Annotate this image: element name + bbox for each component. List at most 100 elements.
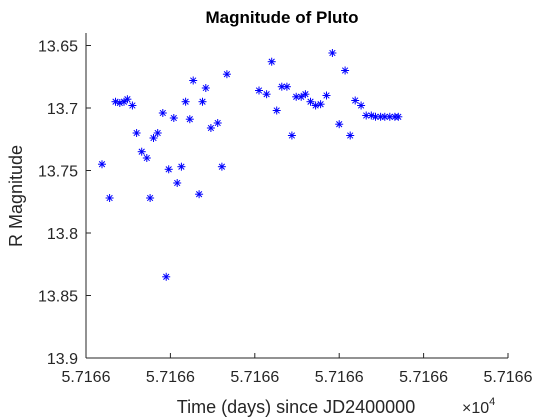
- data-point-stroke: [363, 112, 370, 119]
- data-point: [346, 131, 355, 140]
- data-point-stroke: [263, 91, 270, 98]
- data-point-stroke: [341, 67, 349, 74]
- data-point: [351, 96, 360, 105]
- data-point: [222, 70, 231, 79]
- data-point-stroke: [98, 161, 106, 168]
- data-point-stroke: [298, 93, 305, 100]
- data-point-stroke: [174, 179, 181, 187]
- y-tick-label: 13.75: [38, 164, 78, 181]
- data-point: [322, 91, 331, 100]
- data-point-stroke: [386, 113, 393, 120]
- data-point: [132, 129, 141, 137]
- x-tick-labels: 5.7166 5.7166 5.7166 5.7166 5.7166 5.7166: [62, 369, 533, 386]
- data-point: [267, 57, 276, 66]
- x-tick-label: 5.7166: [315, 369, 364, 386]
- data-point: [272, 106, 281, 115]
- data-point-stroke: [163, 273, 170, 280]
- data-point: [282, 82, 291, 91]
- y-tick-label: 13.9: [47, 351, 78, 368]
- data-point: [98, 160, 106, 169]
- data-point: [149, 134, 158, 142]
- data-point-stroke: [278, 83, 285, 90]
- y-tick-labels: 13.65 13.7 13.75 13.8 13.85 13.9: [38, 39, 78, 369]
- data-point: [181, 97, 190, 106]
- data-point-stroke: [368, 112, 375, 119]
- y-tick-label: 13.85: [38, 289, 78, 306]
- data-point-stroke: [146, 194, 154, 202]
- data-point-stroke: [312, 102, 319, 109]
- data-point-stroke: [218, 163, 226, 170]
- data-point: [195, 190, 204, 199]
- data-point-stroke: [323, 92, 330, 99]
- data-point-stroke: [178, 163, 185, 170]
- data-point-stroke: [182, 98, 189, 105]
- data-point: [306, 97, 315, 106]
- data-point-stroke: [381, 113, 388, 120]
- data-point: [158, 109, 167, 117]
- x-axis-multiplier: ×104: [462, 396, 495, 417]
- data-point: [328, 49, 337, 57]
- data-point-stroke: [273, 107, 280, 114]
- data-point: [153, 129, 162, 137]
- data-point-stroke: [120, 98, 128, 105]
- data-point: [362, 111, 371, 120]
- data-point: [206, 124, 215, 132]
- x-axis-multiplier-base: ×10: [462, 400, 489, 417]
- data-point-stroke: [317, 101, 324, 108]
- data-point: [169, 114, 178, 122]
- data-point-stroke: [199, 98, 206, 105]
- y-tick-label: 13.8: [47, 226, 78, 243]
- tick-marks: [85, 45, 509, 359]
- data-point-stroke: [195, 191, 203, 198]
- data-point: [287, 131, 296, 140]
- data-point: [173, 179, 182, 187]
- data-point-stroke: [190, 77, 197, 84]
- data-point-stroke: [372, 113, 379, 120]
- data-point-stroke: [202, 84, 209, 92]
- data-point-stroke: [302, 91, 309, 98]
- x-tick-label: 5.7166: [62, 369, 111, 386]
- data-point-stroke: [293, 93, 300, 100]
- data-point: [185, 115, 194, 124]
- x-tick-label: 5.7166: [146, 369, 195, 386]
- data-point: [189, 76, 198, 85]
- data-point: [262, 90, 271, 99]
- data-point-stroke: [138, 148, 145, 155]
- data-point-stroke: [150, 134, 157, 142]
- data-point-stroke: [336, 121, 343, 128]
- data-point: [394, 112, 403, 121]
- data-point: [142, 154, 151, 162]
- data-point-stroke: [106, 194, 113, 202]
- data-point-stroke: [186, 116, 193, 123]
- data-point: [164, 165, 173, 174]
- data-point-stroke: [207, 124, 215, 132]
- data-point-stroke: [116, 99, 123, 107]
- data-point: [297, 92, 306, 101]
- data-point: [123, 95, 132, 104]
- data-point-stroke: [307, 98, 314, 105]
- data-point-stroke: [124, 96, 131, 103]
- data-point-stroke: [129, 102, 136, 109]
- data-point-stroke: [214, 119, 221, 127]
- x-axis-multiplier-exponent: 4: [489, 396, 495, 408]
- data-point-stroke: [165, 166, 172, 173]
- data-point: [201, 84, 210, 92]
- data-point-stroke: [154, 129, 161, 137]
- y-tick-label: 13.65: [38, 39, 78, 56]
- data-point: [335, 120, 344, 129]
- data-point: [341, 66, 350, 75]
- data-point-stroke: [357, 102, 365, 109]
- data-point-stroke: [133, 129, 140, 137]
- data-point: [357, 101, 366, 110]
- data-point-stroke: [170, 114, 177, 122]
- y-axis-label: R Magnitude: [6, 145, 26, 247]
- data-point: [177, 162, 186, 171]
- y-tick-label: 13.7: [47, 101, 78, 118]
- data-point: [162, 272, 171, 281]
- data-point: [255, 86, 263, 95]
- data-point-stroke: [159, 109, 166, 117]
- data-point-stroke: [283, 83, 291, 90]
- axes: [85, 33, 508, 359]
